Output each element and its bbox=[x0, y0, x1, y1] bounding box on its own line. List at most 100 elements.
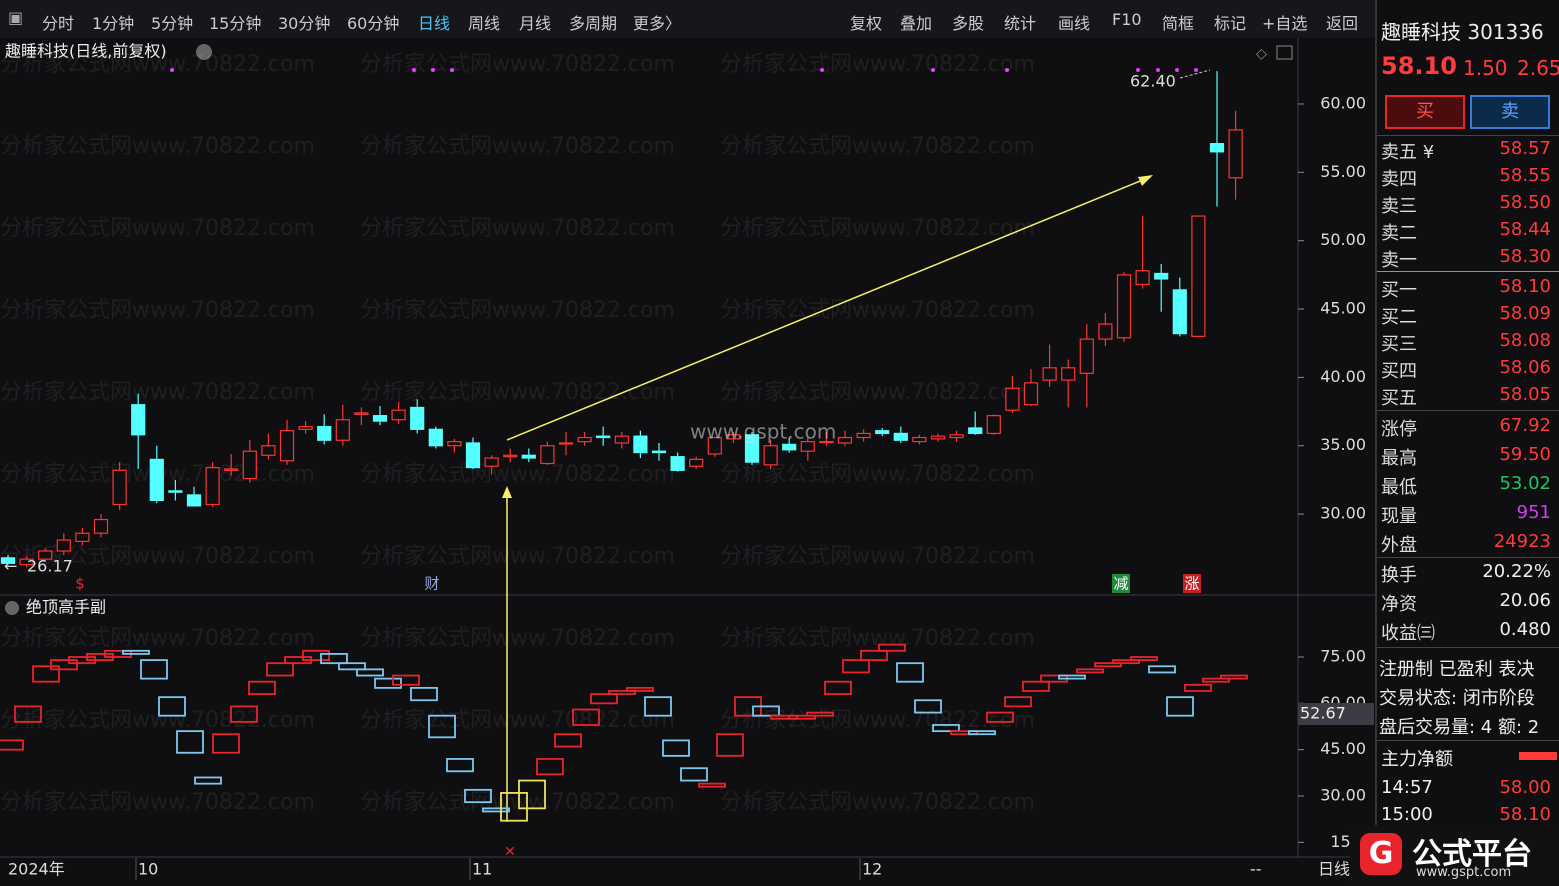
toolbar-tab[interactable]: 日线 bbox=[418, 14, 451, 33]
event-marker: $ bbox=[75, 575, 85, 593]
x-tick-label: 12 bbox=[862, 860, 882, 879]
candle-body bbox=[819, 441, 834, 444]
toolbar-tab[interactable]: 更多〉 bbox=[633, 14, 682, 33]
event-marker: 财 bbox=[424, 575, 439, 593]
toolbar-button[interactable]: 统计 bbox=[1004, 14, 1037, 33]
row-value: 58.50 bbox=[1499, 192, 1551, 213]
step-box bbox=[878, 643, 906, 652]
toolbar-tab[interactable]: 1分钟 bbox=[92, 14, 135, 33]
toolbar: ▣ 分时 1分钟 5分钟 15分钟 30分钟 60分钟 日线 周线 月线 多周期 更多〉 复权 叠加 多股统… bbox=[0, 0, 1375, 39]
candle-body bbox=[1191, 215, 1206, 337]
candle-body bbox=[0, 557, 16, 564]
candle-body bbox=[782, 443, 797, 451]
candle-body bbox=[930, 435, 946, 440]
arrowhead bbox=[502, 486, 512, 498]
chart-title: 绝顶高手副 bbox=[26, 598, 106, 617]
toolbar-button[interactable]: +自选 bbox=[1262, 14, 1308, 33]
step-box bbox=[608, 690, 636, 695]
toolbar-button[interactable]: 复权 bbox=[850, 14, 883, 33]
icon[interactable] bbox=[1276, 45, 1293, 60]
step-box bbox=[0, 739, 24, 751]
toolbar-tab[interactable]: 月线 bbox=[519, 14, 552, 33]
step-box bbox=[482, 807, 510, 813]
candle-body bbox=[224, 468, 239, 471]
high-label: 62.40 bbox=[1130, 72, 1176, 91]
row-value: 951 bbox=[1516, 502, 1551, 523]
candle-body bbox=[112, 469, 127, 506]
row-value: 58.05 bbox=[1499, 384, 1551, 405]
y-tick-label: 35.00 bbox=[1320, 435, 1366, 454]
watermark: 分析家公式网www.70822.com bbox=[360, 380, 675, 405]
step-box bbox=[248, 680, 276, 695]
row-value: 20.06 bbox=[1499, 590, 1551, 611]
toolbar-button[interactable]: 简框 bbox=[1162, 14, 1195, 33]
event-marker: 减 bbox=[1113, 575, 1128, 593]
row-label: 净资 bbox=[1381, 594, 1417, 615]
candle-body bbox=[38, 550, 53, 560]
toolbar-tab[interactable]: 5分钟 bbox=[151, 14, 194, 33]
x-tick-label: 11 bbox=[472, 860, 492, 879]
step-box bbox=[1148, 665, 1176, 674]
row-label: 收益㈢ bbox=[1381, 623, 1435, 644]
toolbar-button[interactable]: 多股 bbox=[952, 14, 985, 33]
row-value: 59.50 bbox=[1499, 444, 1551, 465]
watermark: 分析家公式网www.70822.com bbox=[720, 462, 1035, 487]
watermark: 分析家公式网www.70822.com bbox=[720, 544, 1035, 569]
watermark: 分析家公式网www.70822.com bbox=[0, 626, 315, 651]
icon[interactable]: ◇ bbox=[1256, 46, 1267, 62]
candle-body bbox=[149, 458, 164, 502]
watermark: 分析家公式网www.70822.com bbox=[360, 544, 675, 569]
candle-body bbox=[317, 425, 332, 441]
toolbar-tab[interactable]: 15分钟 bbox=[209, 14, 262, 33]
toolbar-button[interactable]: 标记 bbox=[1214, 14, 1247, 33]
toolbar-tab[interactable]: 多周期 bbox=[569, 14, 618, 33]
candle-body bbox=[875, 430, 890, 435]
candle-body bbox=[596, 435, 611, 439]
watermark: 分析家公式网www.70822.com bbox=[0, 52, 315, 77]
candle-body bbox=[131, 404, 146, 436]
toolbar-tab[interactable]: 周线 bbox=[468, 14, 501, 33]
candle-body bbox=[521, 454, 536, 459]
candle-body bbox=[1209, 143, 1225, 153]
watermark: 分析家公式网www.70822.com bbox=[720, 380, 1035, 405]
step-box bbox=[140, 659, 168, 680]
stock-name: 趣睡科技 301336 bbox=[1381, 20, 1544, 44]
logo-icon: G bbox=[1360, 833, 1402, 875]
step-box bbox=[824, 680, 852, 695]
watermark: 分析家公式网www.70822.com bbox=[720, 52, 1035, 77]
current-value-box bbox=[1298, 703, 1374, 725]
step-box bbox=[1094, 662, 1122, 668]
step-box bbox=[446, 758, 474, 773]
toolbar-tab[interactable]: 60分钟 bbox=[347, 14, 400, 33]
candle-body bbox=[56, 539, 71, 552]
toolbar-tab[interactable]: 分时 bbox=[42, 14, 75, 33]
toolbar-tab[interactable]: 30分钟 bbox=[278, 14, 331, 33]
candle-body bbox=[1023, 382, 1039, 406]
menu-icon[interactable] bbox=[196, 44, 212, 60]
step-box bbox=[716, 733, 744, 757]
menu-icon[interactable] bbox=[5, 601, 19, 615]
candle-body bbox=[354, 412, 369, 415]
candle-body bbox=[633, 435, 648, 454]
step-box bbox=[428, 714, 456, 739]
candle-body bbox=[540, 445, 555, 465]
row-value: 58.55 bbox=[1499, 165, 1551, 186]
toolbar-button[interactable]: 叠加 bbox=[900, 14, 933, 33]
step-box bbox=[356, 668, 384, 677]
candle-body bbox=[75, 532, 90, 543]
step-box bbox=[626, 686, 654, 692]
toolbar-button[interactable]: F10 bbox=[1112, 10, 1142, 29]
toolbar-button[interactable]: 返回 bbox=[1326, 14, 1359, 33]
event-bg bbox=[1112, 574, 1130, 593]
chart-title: 趣睡科技(日线,前复权) bbox=[5, 42, 167, 61]
step-box bbox=[518, 779, 546, 810]
sell-button[interactable]: 卖 bbox=[1470, 95, 1550, 129]
candle-body bbox=[1005, 387, 1020, 411]
toolbar-button[interactable]: 画线 bbox=[1058, 14, 1091, 33]
x-tick-label: 10 bbox=[138, 860, 158, 879]
buy-button[interactable]: 买 bbox=[1385, 95, 1465, 129]
step-box bbox=[1076, 668, 1104, 674]
candle-body bbox=[651, 450, 667, 454]
separator bbox=[1377, 410, 1559, 411]
candle-body bbox=[1042, 367, 1057, 381]
